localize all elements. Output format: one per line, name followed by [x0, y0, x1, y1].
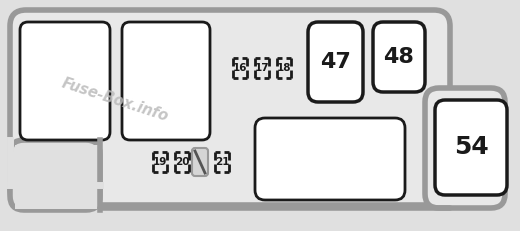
- Text: 48: 48: [384, 47, 414, 67]
- Text: 54: 54: [453, 136, 488, 159]
- FancyBboxPatch shape: [255, 118, 405, 200]
- Text: 19: 19: [153, 157, 167, 167]
- FancyBboxPatch shape: [122, 22, 210, 140]
- FancyBboxPatch shape: [10, 140, 100, 210]
- FancyBboxPatch shape: [20, 22, 110, 140]
- Text: 21: 21: [215, 157, 229, 167]
- FancyBboxPatch shape: [192, 148, 208, 176]
- Text: 18: 18: [277, 63, 291, 73]
- Text: Fuse-Box.info: Fuse-Box.info: [60, 76, 171, 124]
- Text: 20: 20: [175, 157, 189, 167]
- FancyBboxPatch shape: [373, 22, 425, 92]
- FancyBboxPatch shape: [430, 95, 460, 200]
- Text: 16: 16: [233, 63, 247, 73]
- FancyBboxPatch shape: [435, 100, 507, 195]
- Text: 17: 17: [255, 63, 269, 73]
- FancyBboxPatch shape: [308, 22, 363, 102]
- FancyBboxPatch shape: [425, 88, 505, 208]
- Text: 47: 47: [320, 52, 351, 72]
- FancyBboxPatch shape: [15, 145, 99, 209]
- FancyBboxPatch shape: [10, 10, 450, 205]
